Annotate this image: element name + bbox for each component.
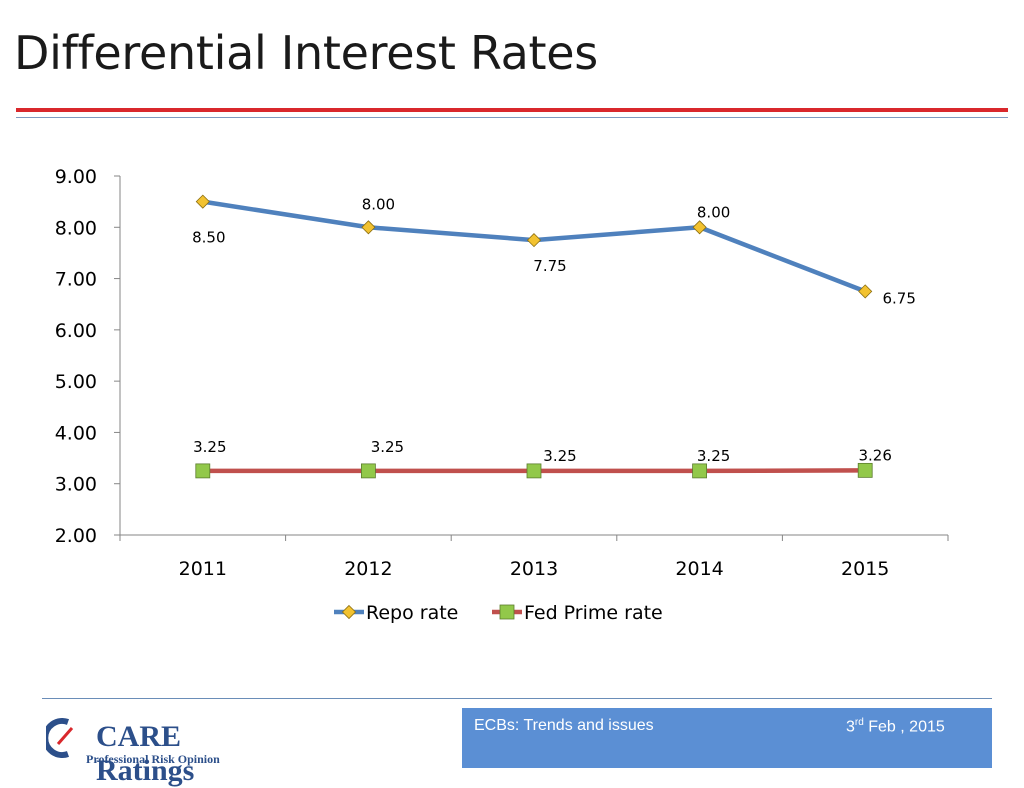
y-tick-label: 3.00 <box>55 474 97 496</box>
care-ratings-logo: CARE Ratings Professional Risk Opinion <box>46 712 266 787</box>
data-point-marker <box>360 463 376 479</box>
data-point-marker <box>195 194 210 209</box>
x-tick-label: 2015 <box>841 558 889 580</box>
logo-tagline: Professional Risk Opinion <box>86 752 220 766</box>
y-tick-label: 2.00 <box>55 525 97 547</box>
data-label: 3.25 <box>697 447 730 465</box>
x-tick-label: 2012 <box>344 558 392 580</box>
footer-presentation-title: ECBs: Trends and issues <box>474 717 654 734</box>
data-label: 8.00 <box>697 203 730 221</box>
x-tick-label: 2013 <box>510 558 558 580</box>
y-tick-label: 6.00 <box>55 320 97 342</box>
data-point-marker <box>526 233 542 248</box>
data-label: 3.25 <box>543 447 576 465</box>
data-label: 8.50 <box>192 229 225 247</box>
data-point-marker <box>361 220 376 235</box>
data-label: 3.25 <box>371 438 404 456</box>
footer-date-rest: Feb , 2015 <box>863 718 945 736</box>
y-tick-label: 5.00 <box>55 371 97 393</box>
legend-label: Repo rate <box>366 602 458 624</box>
legend-label: Fed Prime rate <box>524 602 663 624</box>
footer-date-day: 3 <box>846 718 855 736</box>
footer-divider <box>42 698 992 699</box>
x-tick-label: 2011 <box>179 558 227 580</box>
footer-bar: ECBs: Trends and issues 3rd Feb , 2015 <box>462 708 992 768</box>
data-point-marker <box>692 463 707 479</box>
y-tick-label: 9.00 <box>55 166 97 188</box>
data-label: 3.26 <box>858 446 891 464</box>
data-point-marker <box>692 220 707 235</box>
y-tick-label: 8.00 <box>55 217 97 239</box>
logo-mark-icon <box>46 718 74 758</box>
data-label: 6.75 <box>882 289 915 307</box>
title-rule-red <box>16 108 1008 112</box>
y-tick-label: 7.00 <box>55 269 97 291</box>
data-point-marker <box>858 284 873 299</box>
data-point-marker <box>195 463 211 479</box>
data-label: 8.00 <box>362 195 395 213</box>
slide-title: Differential Interest Rates <box>14 26 598 80</box>
data-label: 3.25 <box>193 438 226 456</box>
data-point-marker <box>857 462 873 478</box>
data-point-marker <box>526 463 542 479</box>
x-tick-label: 2014 <box>675 558 723 580</box>
title-rule-blue <box>16 117 1008 118</box>
line-chart: 2.00 3.00 4.00 5.00 6.00 7.00 8.00 9.00 2011 2012… <box>55 166 949 624</box>
y-tick-label: 4.00 <box>55 422 97 444</box>
footer-date-suffix: rd <box>854 717 864 728</box>
legend-marker <box>499 604 515 620</box>
legend-marker <box>341 604 357 620</box>
footer-date: 3rd Feb , 2015 <box>846 717 945 736</box>
data-label: 7.75 <box>533 257 566 275</box>
